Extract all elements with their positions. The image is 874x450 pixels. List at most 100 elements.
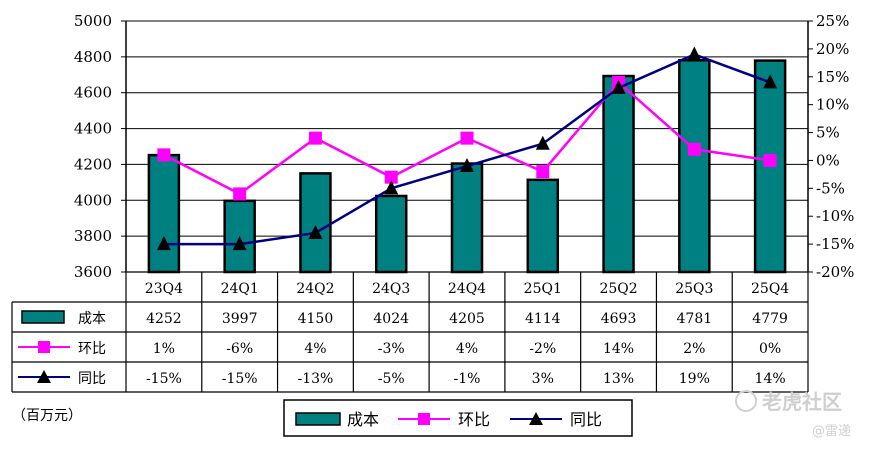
bar xyxy=(299,172,332,274)
legend-marker-yoy xyxy=(529,412,543,425)
point-marker xyxy=(233,187,247,201)
y-left-tick-label: 3800 xyxy=(74,227,112,245)
y-right-tick-label: 25% xyxy=(816,12,849,30)
point-marker xyxy=(460,158,474,173)
y-left-tick-label: 4200 xyxy=(74,155,112,173)
data-label: -3% xyxy=(378,341,405,357)
data-label: 19% xyxy=(679,371,710,387)
point-marker xyxy=(763,74,778,89)
row-label: 成本 xyxy=(78,311,106,327)
y-right-tick-label: 20% xyxy=(816,40,849,58)
point-marker xyxy=(611,79,626,94)
data-label: 4024 xyxy=(373,311,409,327)
legend-label-qoq: 环比 xyxy=(458,410,490,429)
point-marker xyxy=(384,180,399,195)
data-label: -6% xyxy=(226,341,253,357)
y-right-tick-label: 5% xyxy=(816,124,840,142)
y-right-tick-label: 10% xyxy=(816,96,849,114)
y-right-tick-label: 15% xyxy=(816,68,849,86)
bar xyxy=(526,178,560,274)
category-label: 25Q2 xyxy=(599,281,637,297)
category-label: 25Q1 xyxy=(524,281,562,297)
y-left-tick-label: 4800 xyxy=(74,48,112,66)
row-label: 同比 xyxy=(78,371,106,387)
y-left-tick-label: 3600 xyxy=(74,263,112,281)
point-marker xyxy=(384,170,398,184)
data-label: -13% xyxy=(298,371,334,387)
y-left-tick-label: 4000 xyxy=(74,191,112,209)
data-label: 2% xyxy=(683,341,705,357)
category-label: 24Q3 xyxy=(372,281,410,297)
data-label: 4205 xyxy=(449,311,485,327)
category-label: 24Q1 xyxy=(221,281,259,297)
legend-marker-qoq xyxy=(418,413,430,425)
legend-label-cost: 成本 xyxy=(347,410,379,429)
y-right-tick-label: -20% xyxy=(816,263,854,281)
data-label: 4114 xyxy=(525,311,561,327)
category-label: 25Q3 xyxy=(675,281,713,297)
point-marker xyxy=(687,142,701,156)
data-label: 13% xyxy=(603,371,634,387)
axes: 3600 3800 4000 4200 4400 4600 4800 5000 -20% -15%… xyxy=(74,12,855,281)
bar xyxy=(450,162,484,274)
data-label: -15% xyxy=(146,371,182,387)
data-label: 14% xyxy=(755,371,786,387)
data-label: 4252 xyxy=(146,311,182,327)
row-label: 环比 xyxy=(78,341,106,357)
point-marker xyxy=(308,224,323,239)
y-right-tick-label: -15% xyxy=(816,235,854,253)
watermark-author: @雷递 xyxy=(812,424,851,439)
data-label: 4% xyxy=(456,341,478,357)
y-right-tick-label: -10% xyxy=(816,207,854,225)
category-label: 25Q4 xyxy=(751,281,789,297)
y-left-tick-label: 4600 xyxy=(74,84,112,102)
data-label: 4693 xyxy=(601,311,637,327)
data-label: 0% xyxy=(759,341,781,357)
point-marker xyxy=(308,131,322,145)
point-marker xyxy=(157,148,171,162)
point-marker xyxy=(535,135,550,150)
legend-swatch-cost xyxy=(295,412,341,426)
y-left-tick-label: 4400 xyxy=(74,120,112,138)
point-marker xyxy=(232,236,247,251)
bar xyxy=(678,59,711,274)
y-right-tick-label: 0% xyxy=(816,151,840,169)
data-label: -15% xyxy=(222,371,258,387)
category-label: 24Q2 xyxy=(296,281,334,297)
bar xyxy=(374,194,408,274)
y-left-tick-label: 5000 xyxy=(74,12,112,30)
row-key-marker xyxy=(38,341,50,353)
data-label: 3997 xyxy=(222,311,258,327)
watermark-logo-icon xyxy=(735,390,757,412)
point-marker xyxy=(156,236,171,251)
bar xyxy=(602,74,635,274)
point-marker xyxy=(687,46,702,61)
data-label: 4781 xyxy=(677,311,713,327)
line-series xyxy=(156,46,778,251)
data-label: 4779 xyxy=(752,311,788,327)
row-key-swatch xyxy=(21,310,65,324)
data-label: 3% xyxy=(532,371,554,387)
bar xyxy=(147,153,181,274)
legend-box xyxy=(283,399,633,437)
category-label: 23Q4 xyxy=(145,281,183,297)
row-key-marker xyxy=(37,370,51,383)
data-table: 23Q4 24Q1 24Q2 24Q3 24Q4 25Q1 25Q2 25Q3 25Q4 成本 42… xyxy=(11,271,809,393)
data-label: 4% xyxy=(304,341,326,357)
data-label: -1% xyxy=(454,371,481,387)
point-marker xyxy=(763,153,777,167)
data-label: -5% xyxy=(378,371,405,387)
point-marker xyxy=(460,131,474,145)
data-label: -2% xyxy=(529,341,556,357)
point-marker xyxy=(536,165,550,179)
watermark-brand: 老虎社区 xyxy=(762,390,842,414)
data-label: 1% xyxy=(153,341,175,357)
watermark: 老虎社区 @雷递 xyxy=(735,390,851,439)
y-right-tick-label: -5% xyxy=(816,179,845,197)
category-label: 24Q4 xyxy=(448,281,486,297)
data-label: 14% xyxy=(603,341,634,357)
data-label: 4150 xyxy=(298,311,334,327)
unit-label: （百万元） xyxy=(12,408,82,424)
legend-label-yoy: 同比 xyxy=(570,410,602,429)
